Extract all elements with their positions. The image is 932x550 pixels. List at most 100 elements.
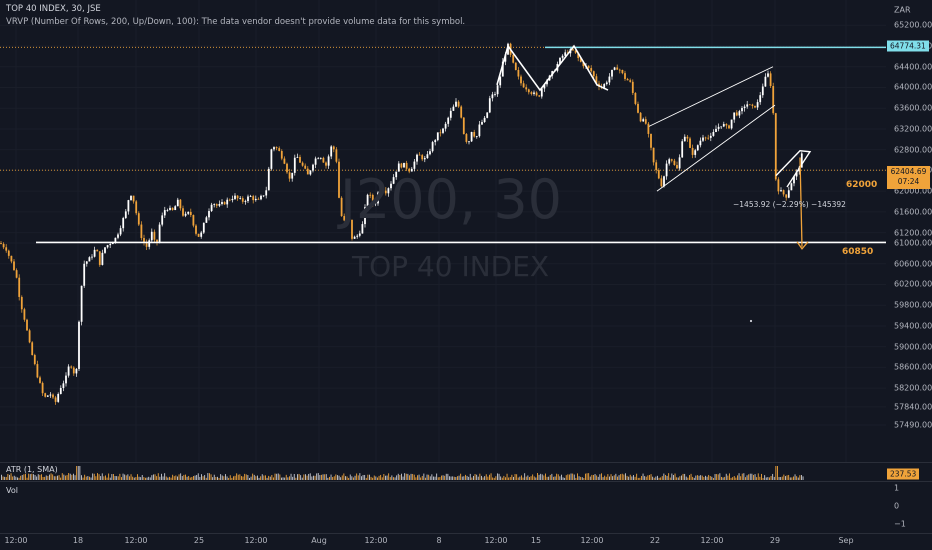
candle-body	[800, 153, 803, 168]
candle-body	[455, 101, 457, 107]
atr-bar	[509, 477, 511, 480]
atr-bar	[5, 477, 7, 480]
candle-body	[574, 50, 577, 53]
candle-body	[694, 150, 697, 155]
atr-bar	[229, 475, 231, 480]
atr-bar	[714, 474, 716, 480]
atr-separator[interactable]	[0, 462, 932, 463]
atr-bar	[770, 476, 772, 480]
candle-body	[78, 321, 80, 369]
atr-bar	[338, 475, 340, 480]
atr-bar	[546, 476, 548, 480]
candle-body	[772, 86, 775, 114]
atr-bar	[263, 475, 265, 480]
atr-bar	[420, 477, 422, 480]
candle-body	[46, 395, 49, 397]
candle-body	[595, 76, 598, 84]
atr-bar	[637, 477, 639, 480]
candle-body	[179, 199, 182, 209]
candle-body	[774, 113, 777, 180]
price-tick: 60600.00	[894, 259, 932, 269]
candle-body	[280, 151, 283, 159]
atr-bar	[84, 474, 86, 480]
candle-body	[304, 165, 307, 169]
candle-body	[754, 105, 756, 108]
candle-body	[234, 195, 236, 199]
atr-bar	[20, 475, 22, 480]
candle-body	[54, 397, 57, 402]
candle-body	[322, 157, 325, 163]
candle-body	[787, 190, 790, 198]
candle-body	[226, 199, 229, 205]
atr-bar	[25, 473, 26, 480]
candle-body	[236, 195, 239, 199]
atr-bar	[647, 475, 649, 480]
atr-bar	[90, 477, 92, 480]
atr-bar	[785, 476, 786, 480]
atr-bar	[378, 475, 380, 480]
atr-bar	[706, 476, 708, 480]
atr-bar	[399, 474, 401, 480]
atr-bar	[97, 473, 98, 480]
atr-bar	[668, 473, 670, 480]
atr-legend[interactable]: ATR (1, SMA)	[6, 465, 58, 474]
price-axis[interactable]: ZAR 65200.0064800.0064400.0064000.006360…	[886, 0, 932, 462]
symbol-legend[interactable]: TOP 40 INDEX, 30, JSE	[6, 4, 101, 14]
candle-body	[512, 54, 515, 63]
candle-body	[335, 149, 338, 162]
candle-body	[423, 158, 426, 160]
candle-body	[288, 172, 291, 179]
atr-bar	[732, 477, 734, 480]
watermark-name: TOP 40 INDEX	[352, 250, 550, 283]
atr-bar	[401, 473, 402, 480]
atr-bar	[757, 473, 759, 480]
atr-bar	[295, 477, 297, 480]
atr-bar	[449, 476, 450, 480]
atr-bar	[7, 473, 9, 480]
candle-body	[543, 84, 546, 89]
candle-body	[462, 117, 465, 135]
atr-bar	[537, 473, 538, 480]
price-tick: 58600.00	[894, 362, 932, 372]
atr-bar	[66, 475, 68, 480]
time-tick: 22	[649, 536, 661, 545]
time-tick: 12:00	[700, 536, 724, 545]
atr-bar	[519, 476, 521, 480]
candle-body	[421, 155, 424, 160]
price-chart[interactable]	[0, 0, 886, 462]
atr-bar	[794, 474, 796, 480]
atr-bar	[231, 477, 233, 480]
candle-body	[169, 207, 171, 211]
atr-bar	[497, 473, 498, 480]
chart-main-pane[interactable]: J200, 30 TOP 40 INDEX TOP 40 INDEX, 30, …	[0, 0, 886, 462]
atr-bar	[769, 477, 770, 480]
atr-bar	[642, 473, 644, 480]
atr-bar	[465, 474, 466, 480]
atr-bar	[673, 475, 674, 480]
candle-body	[197, 233, 200, 237]
vrvp-legend[interactable]: VRVP (Number Of Rows, 200, Up/Down, 100)…	[6, 17, 466, 27]
candle-body	[650, 133, 652, 148]
atr-bar	[511, 474, 513, 480]
candle-body	[403, 162, 405, 168]
atr-bar	[159, 476, 161, 480]
atr-bar	[114, 475, 116, 480]
atr-bar	[300, 475, 302, 480]
atr-bar	[431, 474, 433, 480]
atr-bar	[682, 473, 684, 480]
atr-pane[interactable]: ATR (1, SMA)	[0, 463, 886, 480]
candle-body	[301, 162, 304, 166]
atr-bar	[482, 477, 484, 480]
price-tick: 61000.00	[894, 238, 932, 248]
vol-separator[interactable]	[0, 481, 932, 482]
vol-tick-0: 0	[894, 501, 900, 511]
candle-body	[535, 92, 538, 96]
atr-bar	[559, 476, 561, 480]
vol-legend[interactable]: Vol	[6, 486, 18, 495]
volume-pane[interactable]: Vol	[0, 482, 886, 534]
atr-bar	[639, 477, 641, 480]
candle-body	[353, 236, 356, 239]
atr-bar	[121, 477, 122, 480]
candle-body	[501, 61, 504, 77]
atr-bar	[458, 475, 460, 480]
